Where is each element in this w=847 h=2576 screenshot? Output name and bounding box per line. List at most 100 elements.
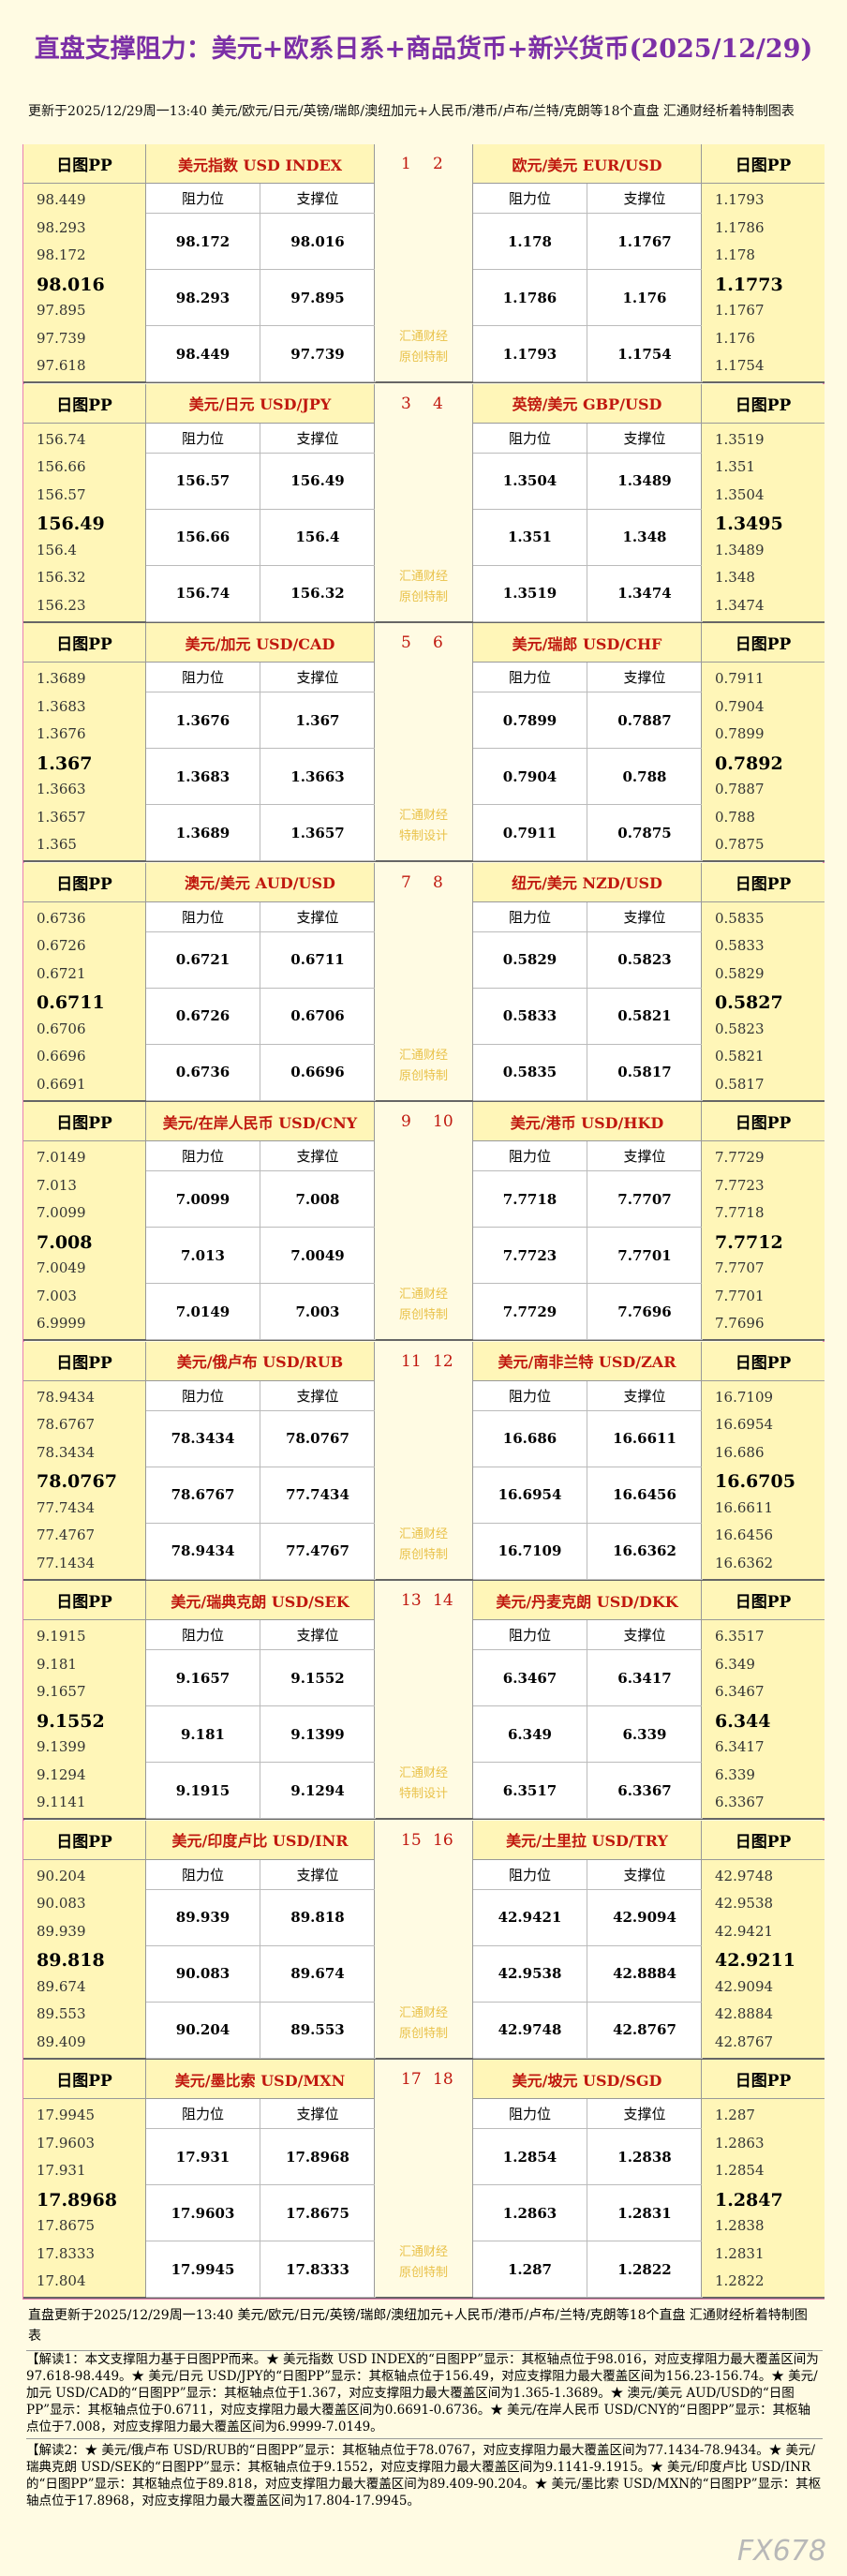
support-value: 9.1294	[260, 1763, 376, 1819]
support-value: 7.003	[260, 1284, 376, 1340]
pp-column: 日图PP 0.5835 0.5833 0.5829 0.5827 0.5823 0.5821…	[702, 862, 825, 1100]
resistance-value: 98.172	[146, 214, 260, 270]
pp-value: 1.3489	[715, 541, 765, 558]
support-value: 156.32	[260, 565, 376, 622]
pp-value: 1.176	[715, 329, 755, 347]
middle-column: 9 10 汇通财经原创特制	[375, 1102, 472, 1339]
pair-name: 美元/墨比索 USD/MXN	[146, 2060, 374, 2099]
pp-value: 7.7707	[715, 1259, 765, 1276]
pair-index: 5	[401, 633, 411, 652]
middle-column: 3 4 汇通财经原创特制	[375, 383, 472, 621]
pp-value: 1.348	[715, 569, 755, 586]
pp-column: 日图PP 1.1793 1.1786 1.178 1.1773 1.1767 1.176 1.…	[702, 144, 825, 381]
pp-column: 日图PP 1.3689 1.3683 1.3676 1.367 1.3663 1.3657 1…	[23, 623, 145, 860]
resistance-value: 42.9538	[473, 1945, 587, 2003]
pair-index: 18	[433, 2070, 453, 2089]
pp-value: 98.172	[37, 246, 86, 263]
resistance-value: 6.3467	[473, 1650, 587, 1706]
pp-value: 1.2863	[715, 2134, 765, 2152]
resistance-value: 9.181	[146, 1706, 260, 1763]
resistance-header: 阻力位	[146, 1620, 260, 1650]
pp-value: 7.008	[37, 1231, 93, 1253]
pp-value: 1.3495	[715, 514, 783, 534]
resistance-value: 156.57	[146, 453, 260, 510]
pp-value: 42.9748	[715, 1867, 774, 1884]
pp-value: 1.2838	[715, 2217, 765, 2234]
block: 日图PP 156.74 156.66 156.57 156.49 156.4 156.32 1…	[23, 383, 825, 623]
resistance-value: 1.3683	[146, 749, 260, 805]
pp-header: 日图PP	[702, 144, 825, 184]
middle-column: 5 6 汇通财经特制设计	[375, 623, 472, 860]
resistance-value: 156.74	[146, 565, 260, 622]
pp-value: 1.3657	[37, 808, 86, 826]
pp-value: 0.6691	[37, 1075, 86, 1093]
pair-index: 2	[433, 155, 443, 173]
resistance-header: 阻力位	[146, 423, 260, 454]
pair-name: 美元/丹麦克朗 USD/DKK	[473, 1581, 701, 1620]
pp-value: 6.3467	[715, 1683, 765, 1700]
pp-value: 42.8767	[715, 2033, 774, 2050]
pp-value: 9.1552	[37, 1710, 105, 1732]
pp-value: 1.1754	[715, 357, 765, 374]
pp-value: 1.3663	[37, 781, 86, 797]
support-value: 16.6456	[587, 1467, 703, 1524]
pp-header: 日图PP	[23, 863, 145, 902]
resistance-value: 7.0149	[146, 1284, 260, 1340]
pp-value: 98.293	[37, 218, 86, 236]
pp-value: 1.3676	[37, 725, 86, 742]
resistance-header: 阻力位	[146, 2099, 260, 2129]
pp-value: 16.686	[715, 1443, 765, 1461]
pp-value: 7.7696	[715, 1315, 765, 1332]
pair-index: 14	[433, 1591, 453, 1610]
pp-value: 6.9999	[37, 1315, 86, 1332]
resistance-value: 78.6767	[146, 1467, 260, 1524]
pp-value: 97.739	[37, 329, 86, 347]
support-value: 0.5817	[587, 1044, 703, 1101]
pair-name: 美元/瑞郎 USD/CHF	[473, 623, 701, 663]
resistance-value: 1.351	[473, 509, 587, 566]
pp-value: 1.351	[715, 458, 755, 475]
block: 日图PP 78.9434 78.6767 78.3434 78.0767 77.7434 7…	[23, 1341, 825, 1581]
resistance-value: 1.3519	[473, 565, 587, 622]
pp-column: 日图PP 0.7911 0.7904 0.7899 0.7892 0.7887 0.788 0…	[702, 623, 825, 860]
pp-value: 7.0099	[37, 1204, 86, 1221]
support-value: 0.5823	[587, 931, 703, 989]
support-header: 支撑位	[260, 1141, 376, 1171]
support-header: 支撑位	[260, 1859, 376, 1890]
resistance-value: 16.6954	[473, 1467, 587, 1524]
pp-value: 0.6721	[37, 964, 86, 982]
support-value: 42.9094	[587, 1889, 703, 1946]
pp-header: 日图PP	[702, 1581, 825, 1620]
pair-index: 10	[433, 1112, 453, 1131]
resistance-header: 阻力位	[473, 1859, 587, 1890]
support-value: 77.7434	[260, 1467, 376, 1524]
pp-value: 0.5833	[715, 937, 765, 954]
block: 日图PP 17.9945 17.9603 17.931 17.8968 17.8675 17…	[23, 2060, 825, 2299]
pair-name: 美元/坡元 USD/SGD	[473, 2060, 701, 2099]
resistance-value: 156.66	[146, 509, 260, 566]
pp-column: 日图PP 156.74 156.66 156.57 156.49 156.4 156.32 1…	[23, 383, 145, 621]
resistance-header: 阻力位	[146, 663, 260, 692]
resistance-header: 阻力位	[146, 1380, 260, 1411]
pp-value: 9.1657	[37, 1683, 86, 1700]
resistance-header: 阻力位	[473, 1380, 587, 1411]
pp-value: 1.178	[715, 246, 755, 263]
pp-value: 89.674	[37, 1977, 86, 1995]
pp-header: 日图PP	[702, 863, 825, 902]
pp-value: 17.8968	[37, 2189, 117, 2211]
support-header: 支撑位	[587, 1141, 703, 1171]
pp-value: 0.7904	[715, 697, 765, 715]
pp-value: 97.618	[37, 357, 86, 374]
resistance-value: 17.9603	[146, 2185, 260, 2241]
pp-value: 9.1399	[37, 1738, 86, 1755]
resistance-header: 阻力位	[473, 1620, 587, 1650]
pp-column: 日图PP 90.204 90.083 89.939 89.818 89.674 89.553…	[23, 1820, 145, 2058]
watermark: 汇通财经原创特制	[398, 2245, 448, 2280]
pp-value: 17.804	[37, 2272, 86, 2289]
pair-index: 16	[433, 1830, 453, 1850]
pp-value: 1.367	[37, 752, 93, 774]
pp-value: 6.3417	[715, 1738, 765, 1755]
pp-value: 89.409	[37, 2033, 86, 2050]
support-value: 1.2838	[587, 2129, 703, 2185]
pp-value: 17.8675	[37, 2217, 96, 2234]
